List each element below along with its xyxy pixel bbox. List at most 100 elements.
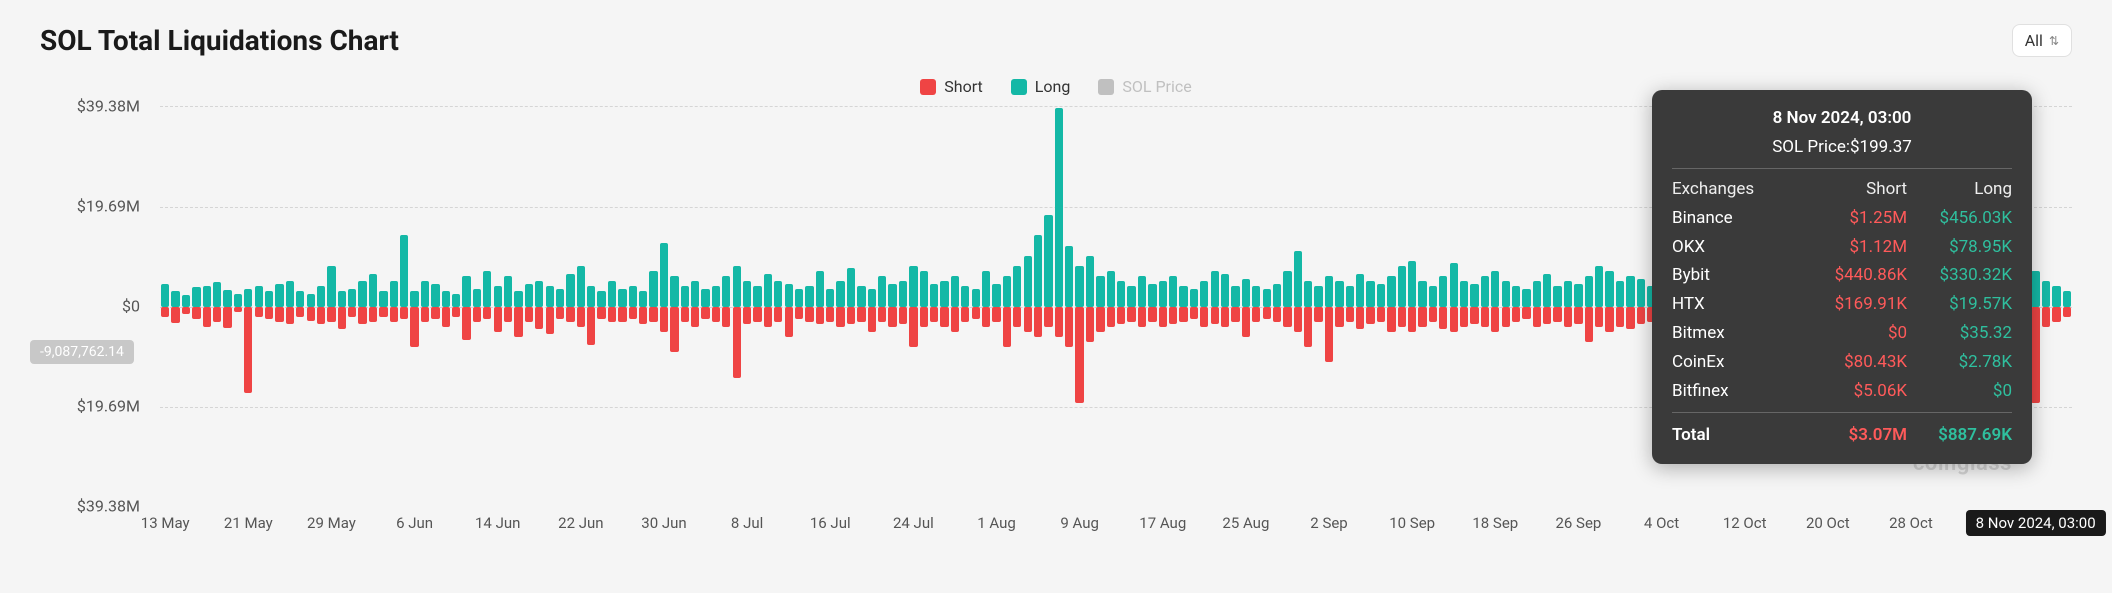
bar-col[interactable] bbox=[472, 107, 482, 506]
bar-col[interactable] bbox=[1636, 107, 1646, 506]
bar-col[interactable] bbox=[628, 107, 638, 506]
bar-col[interactable] bbox=[1012, 107, 1022, 506]
bar-col[interactable] bbox=[783, 107, 793, 506]
bar-col[interactable] bbox=[1002, 107, 1012, 506]
bar-col[interactable] bbox=[1116, 107, 1126, 506]
bar-col[interactable] bbox=[752, 107, 762, 506]
legend-price[interactable]: SOL Price bbox=[1098, 77, 1191, 96]
bar-col[interactable] bbox=[887, 107, 897, 506]
bar-col[interactable] bbox=[191, 107, 201, 506]
bar-col[interactable] bbox=[285, 107, 295, 506]
bar-col[interactable] bbox=[347, 107, 357, 506]
bar-col[interactable] bbox=[555, 107, 565, 506]
bar-col[interactable] bbox=[1490, 107, 1500, 506]
bar-col[interactable] bbox=[1521, 107, 1531, 506]
bar-col[interactable] bbox=[160, 107, 170, 506]
bar-col[interactable] bbox=[1542, 107, 1552, 506]
bar-col[interactable] bbox=[524, 107, 534, 506]
bar-col[interactable] bbox=[908, 107, 918, 506]
bar-col[interactable] bbox=[513, 107, 523, 506]
bar-col[interactable] bbox=[669, 107, 679, 506]
bar-col[interactable] bbox=[1334, 107, 1344, 506]
bar-col[interactable] bbox=[420, 107, 430, 506]
bar-col[interactable] bbox=[1272, 107, 1282, 506]
bar-col[interactable] bbox=[1282, 107, 1292, 506]
bar-col[interactable] bbox=[1241, 107, 1251, 506]
bar-col[interactable] bbox=[856, 107, 866, 506]
bar-col[interactable] bbox=[1199, 107, 1209, 506]
bar-col[interactable] bbox=[794, 107, 804, 506]
bar-col[interactable] bbox=[503, 107, 513, 506]
bar-col[interactable] bbox=[1313, 107, 1323, 506]
bar-col[interactable] bbox=[1074, 107, 1084, 506]
bar-col[interactable] bbox=[721, 107, 731, 506]
bar-col[interactable] bbox=[742, 107, 752, 506]
bar-col[interactable] bbox=[1261, 107, 1271, 506]
bar-col[interactable] bbox=[212, 107, 222, 506]
bar-col[interactable] bbox=[804, 107, 814, 506]
bar-col[interactable] bbox=[1563, 107, 1573, 506]
bar-col[interactable] bbox=[316, 107, 326, 506]
bar-col[interactable] bbox=[1438, 107, 1448, 506]
bar-col[interactable] bbox=[711, 107, 721, 506]
bar-col[interactable] bbox=[1106, 107, 1116, 506]
bar-col[interactable] bbox=[399, 107, 409, 506]
bar-col[interactable] bbox=[1220, 107, 1230, 506]
bar-col[interactable] bbox=[1251, 107, 1261, 506]
bar-col[interactable] bbox=[1625, 107, 1635, 506]
range-dropdown[interactable]: All ⇅ bbox=[2012, 24, 2072, 57]
bar-col[interactable] bbox=[835, 107, 845, 506]
bar-col[interactable] bbox=[1126, 107, 1136, 506]
bar-col[interactable] bbox=[1324, 107, 1334, 506]
bar-col[interactable] bbox=[981, 107, 991, 506]
bar-col[interactable] bbox=[1230, 107, 1240, 506]
bar-col[interactable] bbox=[638, 107, 648, 506]
bar-col[interactable] bbox=[1022, 107, 1032, 506]
bar-col[interactable] bbox=[264, 107, 274, 506]
bar-col[interactable] bbox=[378, 107, 388, 506]
bar-col[interactable] bbox=[202, 107, 212, 506]
bar-col[interactable] bbox=[1147, 107, 1157, 506]
bar-col[interactable] bbox=[170, 107, 180, 506]
bar-col[interactable] bbox=[461, 107, 471, 506]
bar-col[interactable] bbox=[586, 107, 596, 506]
bar-col[interactable] bbox=[337, 107, 347, 506]
bar-col[interactable] bbox=[1355, 107, 1365, 506]
bar-col[interactable] bbox=[1137, 107, 1147, 506]
bar-col[interactable] bbox=[295, 107, 305, 506]
bar-col[interactable] bbox=[1573, 107, 1583, 506]
legend-short[interactable]: Short bbox=[920, 77, 982, 96]
bar-col[interactable] bbox=[576, 107, 586, 506]
bar-col[interactable] bbox=[659, 107, 669, 506]
bar-col[interactable] bbox=[1293, 107, 1303, 506]
bar-col[interactable] bbox=[441, 107, 451, 506]
bar-col[interactable] bbox=[451, 107, 461, 506]
bar-col[interactable] bbox=[846, 107, 856, 506]
bar-col[interactable] bbox=[389, 107, 399, 506]
bar-col[interactable] bbox=[1407, 107, 1417, 506]
bar-col[interactable] bbox=[2041, 107, 2051, 506]
bar-col[interactable] bbox=[1345, 107, 1355, 506]
bar-col[interactable] bbox=[534, 107, 544, 506]
bar-col[interactable] bbox=[773, 107, 783, 506]
bar-col[interactable] bbox=[1043, 107, 1053, 506]
bar-col[interactable] bbox=[1604, 107, 1614, 506]
bar-col[interactable] bbox=[1365, 107, 1375, 506]
bar-col[interactable] bbox=[939, 107, 949, 506]
bar-col[interactable] bbox=[596, 107, 606, 506]
bar-col[interactable] bbox=[971, 107, 981, 506]
bar-col[interactable] bbox=[2062, 107, 2072, 506]
bar-col[interactable] bbox=[1303, 107, 1313, 506]
bar-col[interactable] bbox=[919, 107, 929, 506]
bar-col[interactable] bbox=[544, 107, 554, 506]
bar-col[interactable] bbox=[1376, 107, 1386, 506]
bar-col[interactable] bbox=[181, 107, 191, 506]
bar-col[interactable] bbox=[617, 107, 627, 506]
bar-col[interactable] bbox=[305, 107, 315, 506]
bar-col[interactable] bbox=[565, 107, 575, 506]
bar-col[interactable] bbox=[1158, 107, 1168, 506]
bar-col[interactable] bbox=[430, 107, 440, 506]
bar-col[interactable] bbox=[274, 107, 284, 506]
bar-col[interactable] bbox=[1449, 107, 1459, 506]
bar-col[interactable] bbox=[1210, 107, 1220, 506]
